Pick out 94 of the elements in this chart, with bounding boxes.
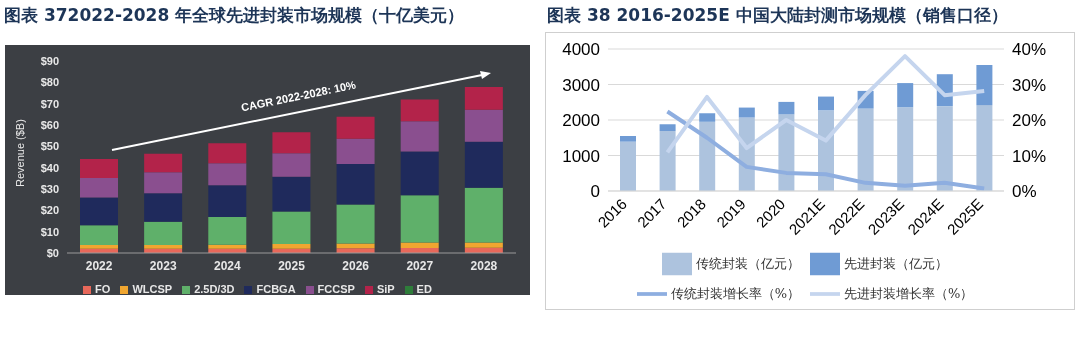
y-tick-label: $40	[40, 161, 59, 174]
legend-label: 传统封装增长率（%）	[670, 285, 800, 301]
bar	[400, 121, 439, 152]
y2-tick-label: 20%	[1012, 111, 1047, 131]
bar	[464, 109, 503, 142]
y-tick-label: $30	[40, 182, 59, 195]
bar	[464, 141, 503, 188]
bar	[336, 116, 375, 139]
y-tick-label: $10	[40, 225, 59, 238]
line-series	[665, 109, 987, 191]
bar	[144, 153, 183, 173]
legend-label: 2.5D/3D	[194, 283, 235, 295]
bar	[620, 135, 636, 142]
legend-label: FO	[95, 283, 111, 295]
bar	[208, 143, 247, 164]
bar	[699, 121, 716, 191]
y-tick-label: 4000	[562, 40, 600, 60]
bar	[144, 245, 183, 249]
bar	[80, 245, 118, 249]
y2-tick-label: 0%	[1012, 182, 1037, 202]
bar	[80, 225, 118, 246]
y-axis-title: Revenue ($B)	[13, 119, 26, 187]
bar	[738, 107, 755, 118]
y-tick-label: $50	[40, 140, 59, 153]
bar	[400, 242, 439, 248]
y-tick-label: $20	[40, 204, 59, 217]
y-tick-label: 2000	[562, 111, 600, 131]
legend-label: FCCSP	[317, 283, 355, 295]
y-tick-label: $90	[40, 54, 59, 67]
x-tick-label: 2023	[149, 258, 177, 273]
bar	[272, 153, 311, 177]
y2-tick-label: 10%	[1012, 146, 1047, 166]
y-tick-label: $0	[46, 246, 59, 259]
x-tick-label: 2026	[342, 258, 370, 273]
chart-title: 图表 372022-2028 年全球先进封装市场规模（十亿美元）	[4, 4, 465, 27]
legend-label: 先进封装增长率（%）	[844, 285, 974, 301]
bar	[208, 244, 247, 249]
bar	[336, 164, 375, 205]
y-tick-label: $70	[40, 97, 59, 110]
bar	[272, 176, 311, 212]
bar	[208, 163, 247, 186]
bar	[699, 113, 716, 122]
bar	[80, 177, 118, 198]
legend-label: ED	[416, 283, 432, 295]
y-tick-label: $80	[40, 76, 59, 89]
bar	[272, 244, 311, 249]
bar	[144, 193, 183, 222]
bar	[659, 131, 676, 191]
bar	[976, 64, 993, 106]
bar	[208, 185, 247, 217]
x-tick-label: 2022	[85, 258, 113, 273]
bar	[80, 197, 118, 226]
y2-tick-label: 40%	[1012, 40, 1047, 60]
bar	[400, 99, 439, 122]
line-series	[665, 54, 987, 155]
bar	[336, 138, 375, 165]
bar	[620, 141, 636, 191]
y2-tick-label: 30%	[1012, 75, 1047, 95]
bar	[336, 204, 375, 244]
x-tick-label: 2027	[406, 258, 434, 273]
x-tick-label: 2025	[278, 258, 306, 273]
bar	[976, 105, 993, 191]
bar	[659, 124, 676, 132]
bar	[818, 96, 834, 111]
legend-label: WLCSP	[132, 283, 173, 295]
legend-label: 先进封装（亿元）	[844, 255, 948, 271]
legend-label: FCBGA	[256, 283, 296, 295]
legend-label: 传统封装（亿元）	[696, 255, 800, 271]
y-tick-label: 3000	[562, 75, 600, 95]
bar	[897, 83, 914, 108]
bar	[857, 108, 874, 191]
bar	[80, 158, 118, 178]
y-tick-label: $60	[40, 118, 59, 131]
chart-title: 图表 38 2016-2025E 中国大陆封测市场规模（销售口径）	[547, 4, 1008, 27]
bar	[336, 243, 375, 249]
annotation: CAGR 2022-2028: 10%	[239, 78, 357, 114]
bar	[464, 242, 503, 248]
bar	[144, 172, 183, 194]
bar	[778, 101, 795, 115]
bar	[144, 221, 183, 246]
bar	[897, 107, 914, 191]
bar	[936, 106, 953, 191]
legend-label: SiP	[376, 283, 395, 295]
y-tick-label: 0	[590, 182, 600, 202]
bar	[464, 87, 503, 110]
bar	[208, 216, 247, 245]
bar	[400, 151, 439, 196]
x-tick-label: 2028	[470, 258, 498, 273]
bar	[272, 132, 311, 154]
bar	[464, 187, 503, 243]
bar	[400, 195, 439, 243]
y-tick-label: 1000	[562, 146, 600, 166]
x-tick-label: 2024	[214, 258, 242, 273]
bar	[272, 211, 311, 245]
